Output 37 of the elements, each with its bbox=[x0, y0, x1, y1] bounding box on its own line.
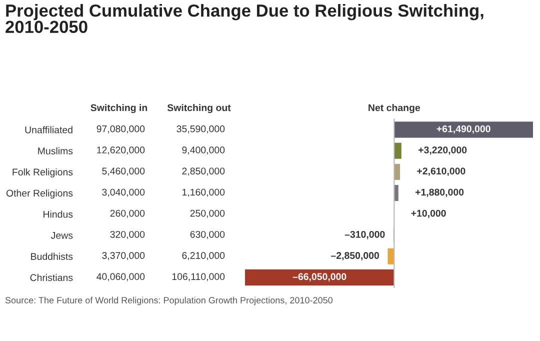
source-note: Source: The Future of World Religions: Population Growth Projections, 2010-2050 bbox=[5, 296, 333, 306]
text: 97,080,000 bbox=[96, 125, 145, 134]
data-label: +1,880,000 bbox=[415, 188, 464, 198]
data-label: +10,000 bbox=[411, 210, 446, 218]
data-label: +2,610,000 bbox=[417, 168, 466, 176]
data-label: +3,220,000 bbox=[418, 146, 467, 155]
text: 630,000 bbox=[190, 230, 225, 239]
y-tick-label: Muslims bbox=[38, 147, 73, 154]
text: Switching out bbox=[167, 104, 231, 114]
text: 3,370,000 bbox=[102, 252, 145, 260]
text: 3,040,000 bbox=[102, 188, 145, 197]
text: 40,060,000 bbox=[96, 273, 145, 282]
text: 9,400,000 bbox=[182, 146, 225, 155]
text: 260,000 bbox=[110, 210, 145, 218]
text: 1,160,000 bbox=[182, 188, 225, 197]
text: 106,110,000 bbox=[172, 273, 225, 282]
text: 6,210,000 bbox=[182, 252, 225, 260]
text: 2,850,000 bbox=[182, 168, 225, 176]
data-label: +61,490,000 bbox=[436, 125, 490, 134]
text: 320,000 bbox=[110, 230, 145, 239]
y-tick-label: Unaffiliated bbox=[25, 126, 72, 134]
chart-title: Net change bbox=[368, 104, 420, 114]
data-label: –310,000 bbox=[344, 230, 385, 240]
y-tick-label: Folk Religions bbox=[12, 168, 73, 178]
text: 35,590,000 bbox=[176, 125, 225, 134]
text: Projected Cumulative Change Due to Religious Switching, 2010-2050 bbox=[6, 4, 484, 34]
text: 5,460,000 bbox=[102, 168, 145, 176]
y-tick-label: Other Religions bbox=[6, 189, 73, 199]
text: Switching in bbox=[90, 104, 148, 114]
y-tick-label: Buddhists bbox=[31, 252, 73, 260]
data-label: –2,850,000 bbox=[331, 252, 379, 260]
y-tick-label: Hindus bbox=[44, 210, 73, 218]
text: 12,620,000 bbox=[97, 146, 145, 155]
y-tick-label: Jews bbox=[51, 232, 73, 239]
y-tick-label: Christians bbox=[30, 274, 73, 282]
data-label: –66,050,000 bbox=[292, 273, 346, 282]
text: 250,000 bbox=[190, 210, 225, 218]
